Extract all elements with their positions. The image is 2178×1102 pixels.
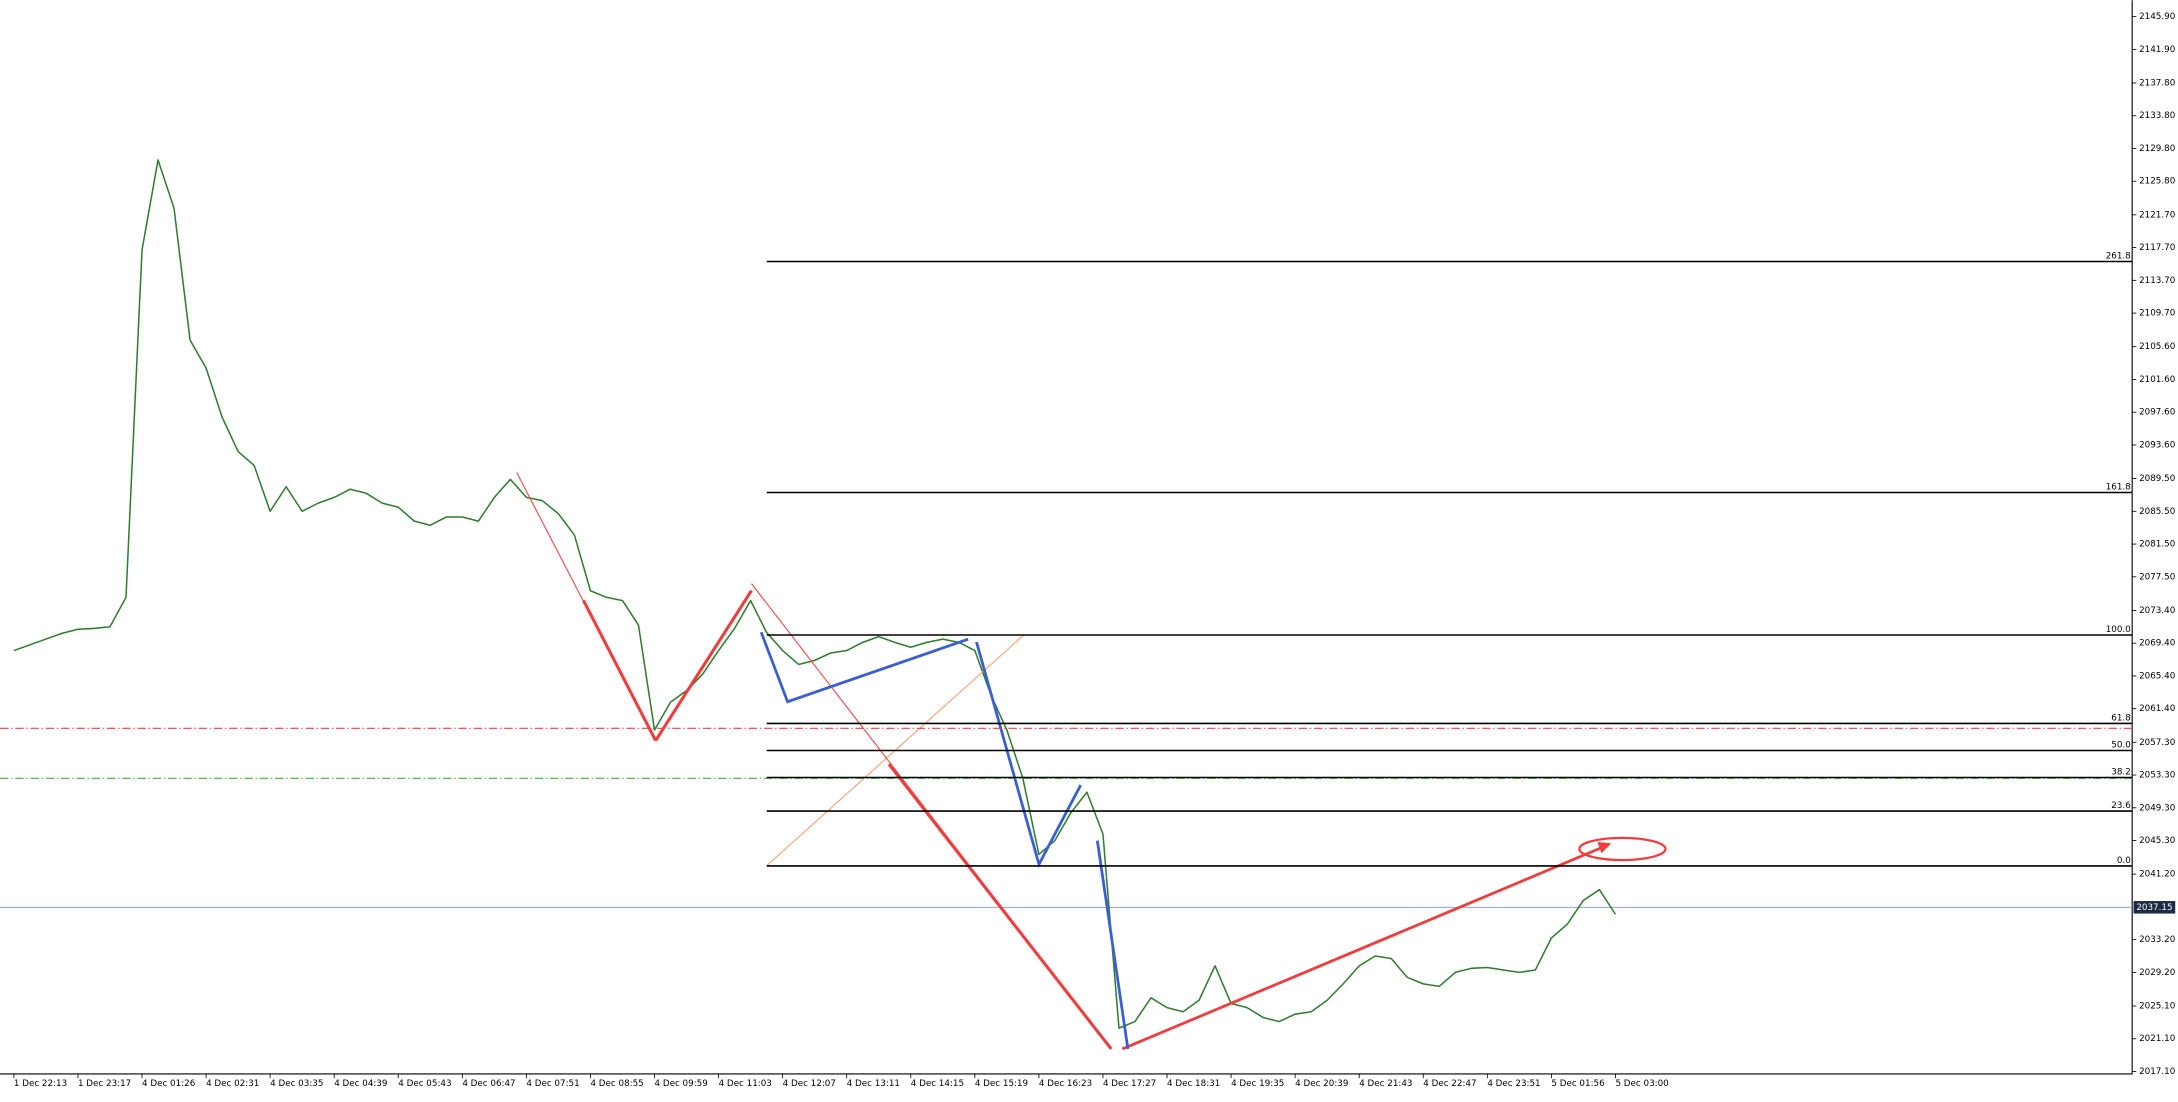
y-tick-label: 2065.40 xyxy=(2139,671,2175,681)
x-tick-label: 4 Dec 04:39 xyxy=(334,1079,387,1089)
y-tick-label: 2021.10 xyxy=(2139,1034,2175,1044)
y-tick-label: 2061.40 xyxy=(2139,704,2175,714)
y-tick-label: 2129.80 xyxy=(2139,144,2175,154)
x-tick-label: 4 Dec 18:31 xyxy=(1167,1079,1220,1089)
arrow xyxy=(1121,843,1610,1051)
y-tick-label: 2141.90 xyxy=(2139,45,2175,55)
y-tick-label: 2113.70 xyxy=(2139,276,2175,286)
x-tick-label: 4 Dec 11:03 xyxy=(719,1079,772,1089)
x-tick-label: 4 Dec 09:59 xyxy=(655,1079,708,1089)
arrow xyxy=(1095,840,1130,1050)
x-tick-label: 4 Dec 06:47 xyxy=(462,1079,515,1089)
y-tick-label: 2097.60 xyxy=(2139,408,2175,418)
x-tick-label: 4 Dec 05:43 xyxy=(398,1079,451,1089)
fib-label: 61.8 xyxy=(2111,713,2130,723)
y-tick-label: 2133.80 xyxy=(2139,111,2175,121)
x-tick-label: 4 Dec 12:07 xyxy=(783,1079,836,1089)
x-tick-label: 4 Dec 08:55 xyxy=(590,1079,643,1089)
y-tick-label: 2073.40 xyxy=(2139,606,2175,616)
y-tick-label: 2041.20 xyxy=(2139,870,2175,880)
x-tick-label: 4 Dec 07:51 xyxy=(526,1079,579,1089)
y-tick-label: 2077.50 xyxy=(2139,572,2175,582)
y-tick-label: 2137.80 xyxy=(2139,78,2175,88)
y-tick-label: 2025.10 xyxy=(2139,1001,2175,1011)
y-tick-label: 2069.40 xyxy=(2139,639,2175,649)
x-tick-label: 4 Dec 20:39 xyxy=(1295,1079,1348,1089)
y-tick-label: 2049.30 xyxy=(2139,803,2175,813)
fib-label: 161.8 xyxy=(2106,482,2131,492)
y-tick-label: 2117.70 xyxy=(2139,243,2175,253)
arrow xyxy=(582,599,657,742)
x-tick-label: 4 Dec 22:47 xyxy=(1423,1079,1476,1089)
fib-label: 261.8 xyxy=(2106,251,2131,261)
y-tick-label: 2057.30 xyxy=(2139,738,2175,748)
y-tick-label: 2085.50 xyxy=(2139,507,2175,517)
arrow xyxy=(654,589,753,742)
y-tick-label: 2045.30 xyxy=(2139,836,2175,846)
x-tick-label: 4 Dec 16:23 xyxy=(1039,1079,1092,1089)
x-tick-label: 4 Dec 17:27 xyxy=(1103,1079,1156,1089)
x-tick-label: 4 Dec 14:15 xyxy=(911,1079,964,1089)
price-line xyxy=(13,159,1617,1029)
fib-label: 23.6 xyxy=(2111,801,2131,811)
ellipse xyxy=(1578,836,1667,862)
x-tick-label: 4 Dec 15:19 xyxy=(975,1079,1028,1089)
drawings: 261.8 161.8 100.0 61.8 50.0 38.2 23.6 0.0 xyxy=(0,251,2133,1051)
arrow xyxy=(759,631,969,704)
x-tick-label: 4 Dec 19:35 xyxy=(1231,1079,1284,1089)
x-tick-label: 1 Dec 23:17 xyxy=(78,1079,131,1089)
fib-label: 0.0 xyxy=(2117,856,2131,866)
y-tick-label: 2053.30 xyxy=(2139,771,2175,781)
fib-label: 100.0 xyxy=(2106,625,2131,635)
y-tick-label: 2125.80 xyxy=(2139,177,2175,187)
y-tick-label: 2145.90 xyxy=(2139,12,2175,22)
y-tick-label: 2089.50 xyxy=(2139,474,2175,484)
x-tick-label: 4 Dec 13:11 xyxy=(847,1079,900,1089)
y-tick-label: 2093.60 xyxy=(2139,440,2175,450)
fib-label: 38.2 xyxy=(2111,767,2130,777)
x-tick-label: 1 Dec 22:13 xyxy=(14,1079,67,1089)
arrow-head xyxy=(1597,842,1612,854)
y-tick-label: 2081.50 xyxy=(2139,540,2175,550)
current-price-label: 2037.15 xyxy=(2136,903,2172,913)
x-tick-label: 4 Dec 23:51 xyxy=(1487,1079,1540,1089)
x-tick-label: 4 Dec 21:43 xyxy=(1359,1079,1412,1089)
current-price-box xyxy=(2133,901,2176,914)
x-tick-label: 4 Dec 01:26 xyxy=(142,1079,196,1089)
y-tick-label: 2105.60 xyxy=(2139,342,2175,352)
y-tick-label: 2101.60 xyxy=(2139,375,2175,385)
y-tick-label: 2017.10 xyxy=(2139,1067,2175,1077)
x-tick-label: 5 Dec 03:00 xyxy=(1615,1079,1668,1089)
y-tick-label: 2121.70 xyxy=(2139,210,2175,220)
x-tick-label: 5 Dec 01:56 xyxy=(1551,1079,1605,1089)
x-tick-label: 4 Dec 02:31 xyxy=(206,1079,259,1089)
fib-label: 50.0 xyxy=(2111,740,2130,750)
y-tick-label: 2109.70 xyxy=(2139,309,2175,319)
x-tick-label: 4 Dec 03:35 xyxy=(270,1079,323,1089)
y-tick-label: 2029.20 xyxy=(2139,968,2175,978)
y-tick-label: 2033.20 xyxy=(2139,935,2175,945)
